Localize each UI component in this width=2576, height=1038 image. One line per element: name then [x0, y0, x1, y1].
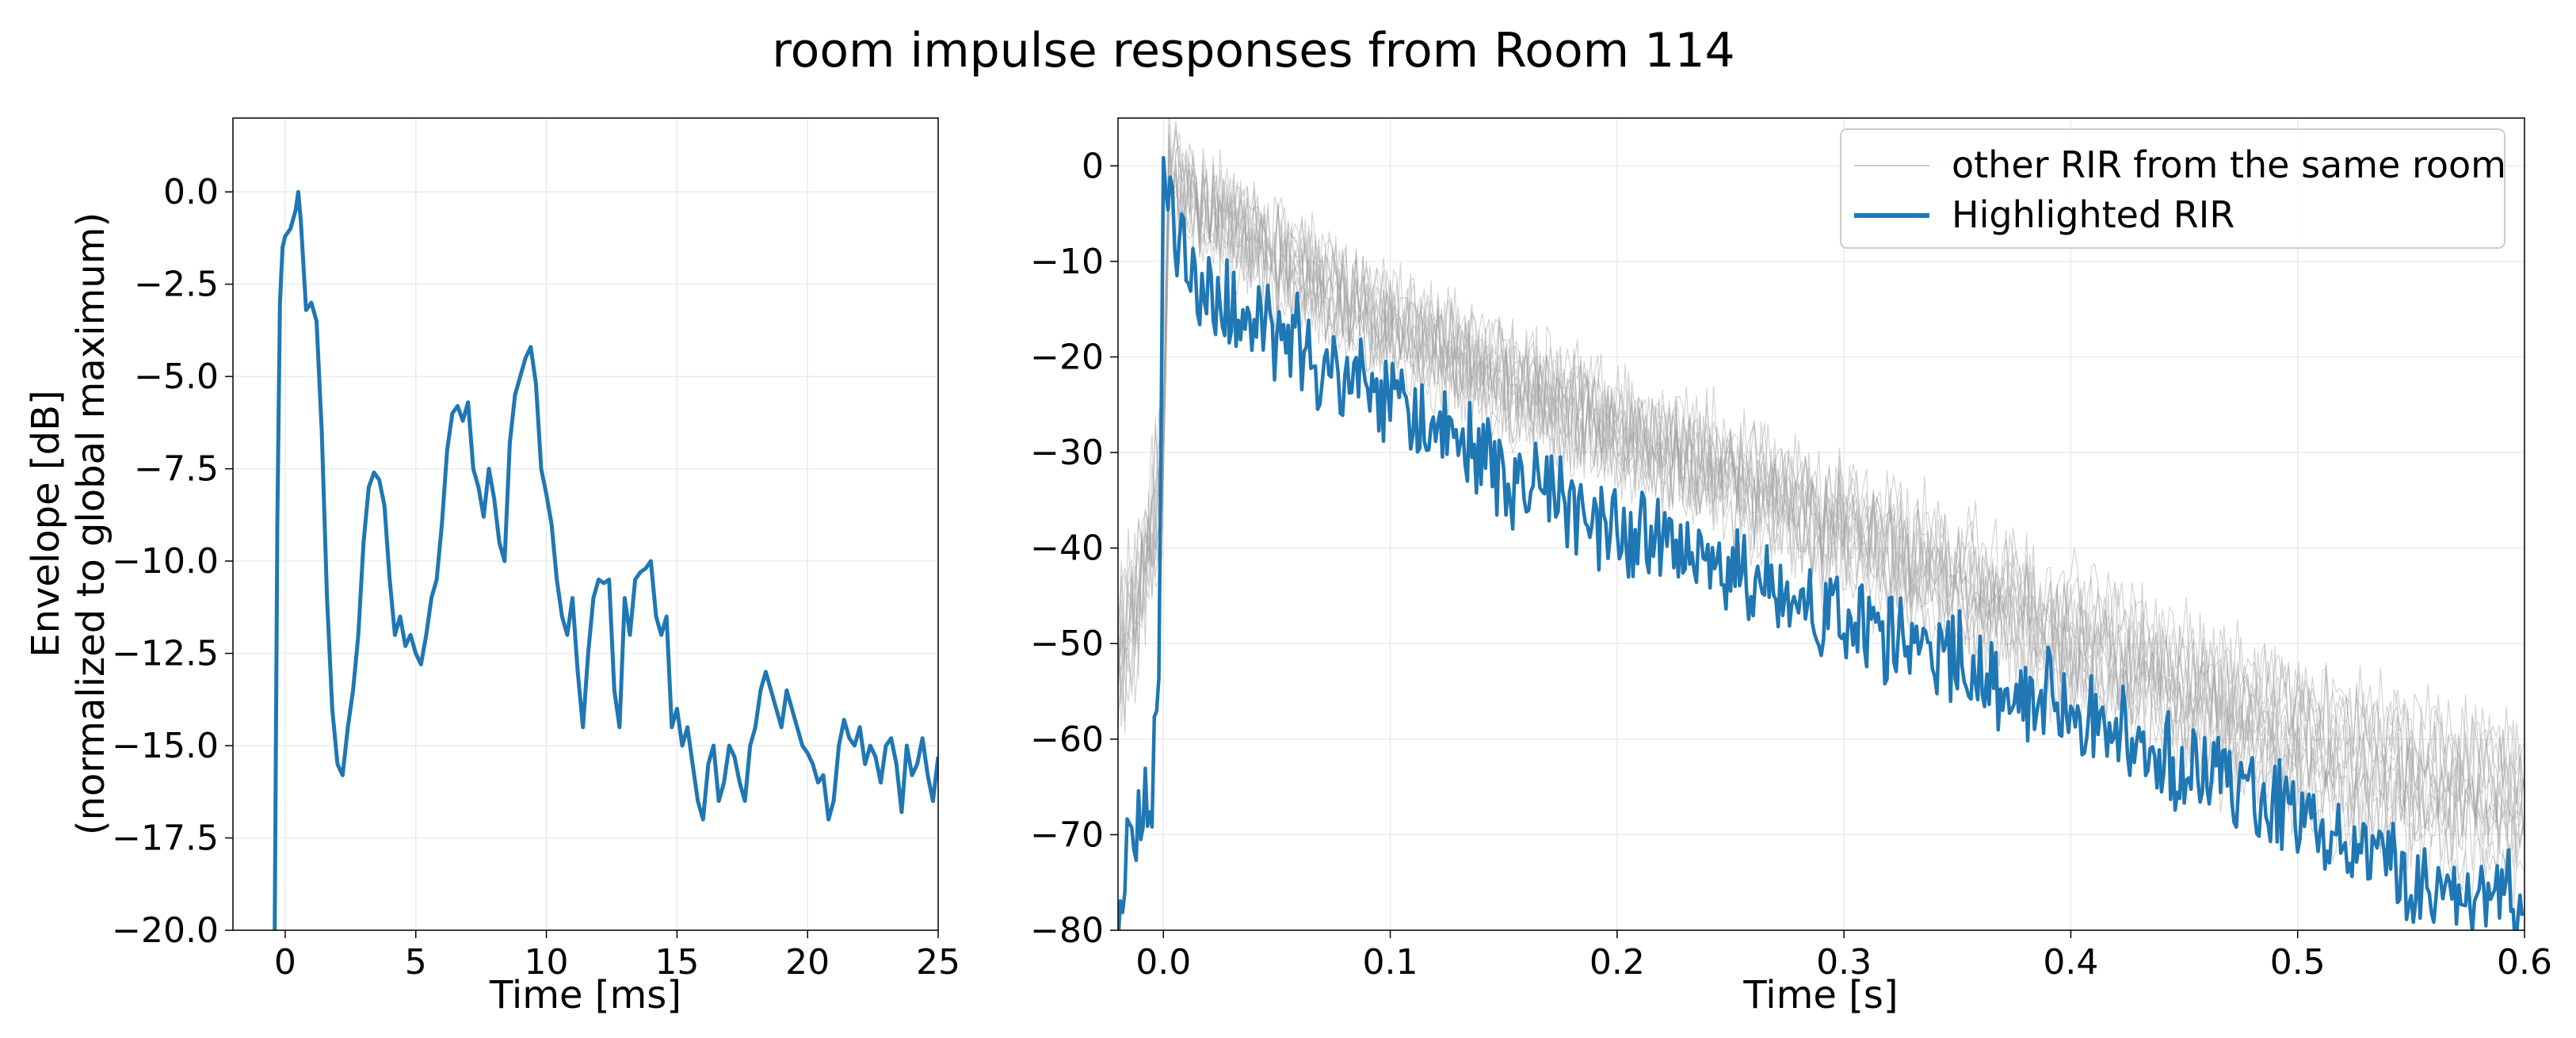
right-series-line-highlighted-rir — [1118, 155, 2524, 930]
right-y-tick-label: −20 — [1030, 337, 1104, 377]
left-y-tick-label: −5.0 — [134, 357, 219, 397]
left-x-tick-label: 20 — [785, 942, 830, 983]
right-tick-group: 0.0 0.1 0.2 0.3 0.4 0.5 0.6 0 −10 −20 −30 −40 −50 −60… — [1030, 146, 2552, 983]
right-axes-frame — [1117, 117, 2525, 931]
right-x-axis-label: Time [s] — [1742, 973, 1898, 1017]
figure-title: room impulse responses from Room 114 — [772, 23, 1735, 78]
right-series-line-other-rir — [1118, 131, 2524, 799]
right-y-tick-label: −30 — [1030, 433, 1104, 473]
right-y-tick-label: −50 — [1030, 624, 1104, 664]
right-series-line-other-rir — [1118, 135, 2524, 816]
right-series-line-other-rir — [1118, 126, 2524, 860]
right-series-line-other-rir — [1118, 118, 2524, 835]
left-x-tick-label: 10 — [525, 942, 569, 983]
left-series-group — [273, 189, 938, 930]
legend-label-highlighted-rir: Highlighted RIR — [1952, 193, 2234, 236]
left-y-tick-label: −20.0 — [112, 910, 219, 951]
left-x-tick-label: 0 — [274, 942, 296, 983]
right-series-line-other-rir — [1118, 124, 2524, 863]
right-series-line-other-rir — [1118, 120, 2524, 837]
legend: other RIR from the same room Highlighted… — [1840, 128, 2506, 249]
right-series-line-other-rir — [1118, 166, 2524, 918]
left-y-tick-label: −12.5 — [112, 634, 219, 674]
left-y-axis-label-line2: (normalized to global maximum) — [69, 212, 113, 835]
right-series-line-other-rir — [1118, 158, 2524, 822]
right-x-tick-label: 0.2 — [1589, 942, 1645, 983]
right-y-tick-label: 0 — [1082, 146, 1104, 186]
left-x-tick-label: 5 — [405, 942, 427, 983]
right-series-group — [1118, 118, 2524, 930]
legend-box — [1840, 128, 2505, 249]
right-y-tick-label: −60 — [1030, 719, 1104, 760]
right-x-tick-label: 0.3 — [1816, 942, 1872, 983]
left-y-tick-label: −10.0 — [112, 541, 219, 582]
right-x-tick-label: 0.4 — [2043, 942, 2098, 983]
right-x-tick-label: 0.6 — [2497, 942, 2552, 983]
left-x-axis-label: Time [ms] — [489, 973, 681, 1017]
left-y-tick-label: 0.0 — [163, 172, 219, 212]
legend-label-other-rir: other RIR from the same room — [1952, 143, 2506, 186]
right-series-line-other-rir — [1118, 149, 2524, 835]
left-y-tick-label: −2.5 — [134, 265, 219, 305]
left-tick-group: 0 5 10 15 20 25 0.0 −2.5 −5.0 −7.5 −10.0 −12.5 −15.0… — [112, 172, 960, 983]
left-x-tick-label: 15 — [654, 942, 699, 983]
left-y-tick-label: −17.5 — [112, 819, 219, 859]
right-y-tick-label: −80 — [1030, 910, 1104, 951]
right-y-tick-label: −40 — [1030, 529, 1104, 569]
right-series-line-other-rir — [1118, 132, 2524, 909]
right-x-tick-label: 0.5 — [2270, 942, 2326, 983]
right-chart-panel: 0.0 0.1 0.2 0.3 0.4 0.5 0.6 0 −10 −20 −30 −40 −50 −60… — [1030, 117, 2552, 1017]
left-x-tick-label: 25 — [916, 942, 960, 983]
right-series-line-other-rir — [1118, 152, 2524, 878]
left-y-axis-label-line1: Envelope [dB] — [24, 390, 68, 658]
right-x-tick-label: 0.1 — [1363, 942, 1418, 983]
right-y-tick-label: −70 — [1030, 815, 1104, 855]
right-series-line-other-rir — [1118, 160, 2524, 843]
left-axes-frame — [232, 117, 939, 931]
left-series-line-highlighted — [273, 189, 938, 930]
right-y-tick-label: −10 — [1030, 242, 1104, 282]
right-x-tick-label: 0.0 — [1135, 942, 1191, 983]
left-plot-area — [233, 118, 938, 930]
left-y-tick-label: −7.5 — [134, 449, 219, 490]
left-y-tick-label: −15.0 — [112, 726, 219, 766]
left-chart-panel: 0 5 10 15 20 25 0.0 −2.5 −5.0 −7.5 −10.0 −12.5 −15.0… — [24, 117, 960, 1017]
